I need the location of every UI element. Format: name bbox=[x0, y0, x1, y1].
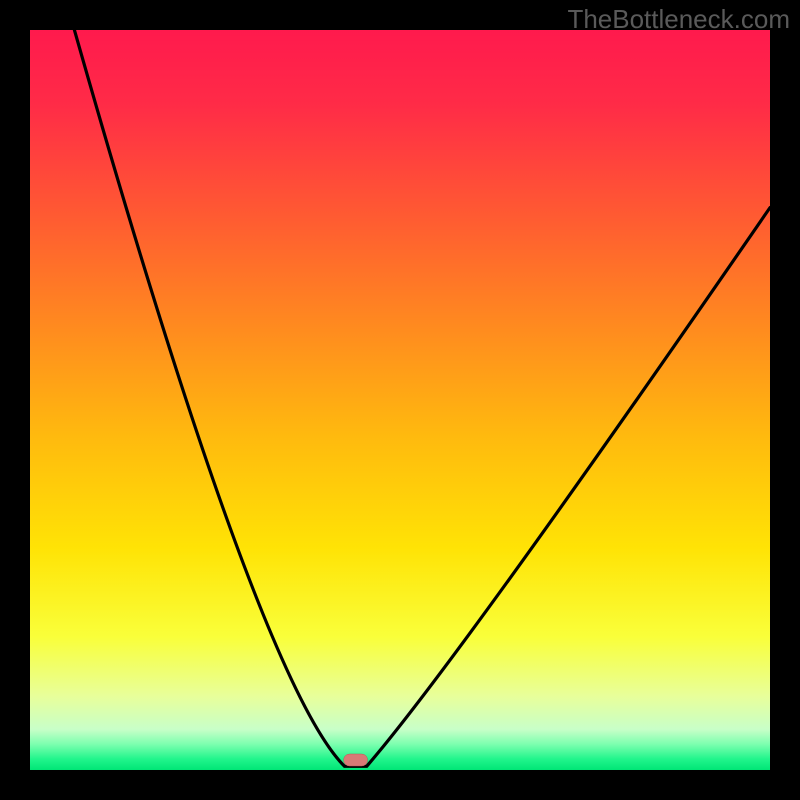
optimal-marker bbox=[344, 754, 368, 766]
heat-gradient-area bbox=[30, 30, 770, 770]
chart-root: TheBottleneck.com bbox=[0, 0, 800, 800]
bottleneck-chart bbox=[0, 0, 800, 800]
watermark-label: TheBottleneck.com bbox=[567, 4, 790, 35]
